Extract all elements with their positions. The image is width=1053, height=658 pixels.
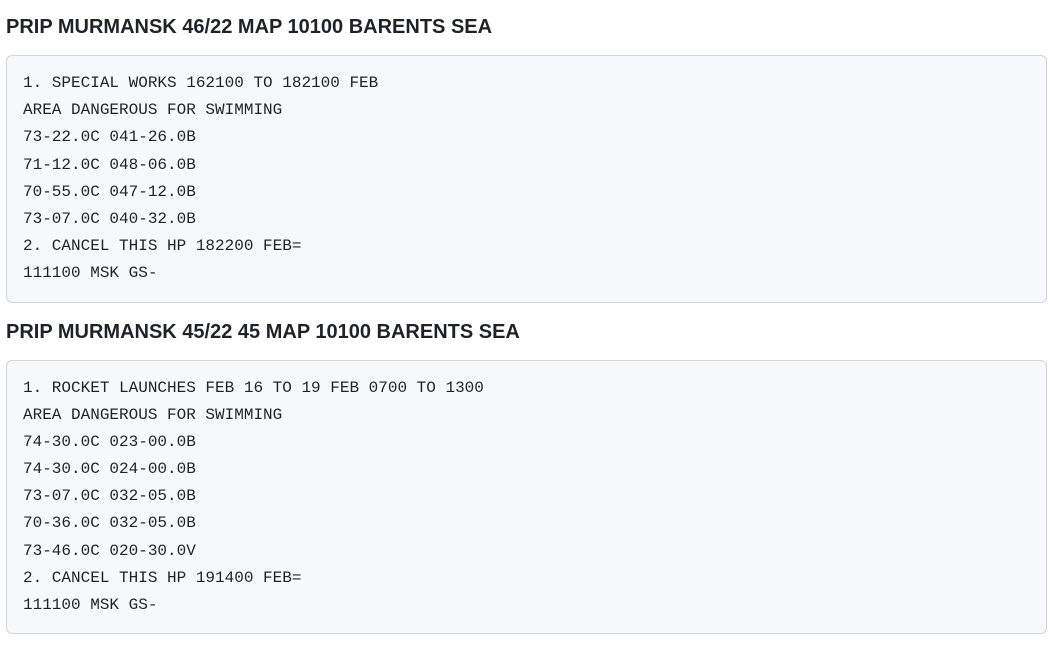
- notice-block: PRIP MURMANSK 46/22 MAP 10100 BARENTS SE…: [6, 16, 1047, 303]
- notice-body: 1. ROCKET LAUNCHES FEB 16 TO 19 FEB 0700…: [6, 360, 1047, 635]
- notice-title: PRIP MURMANSK 45/22 45 MAP 10100 BARENTS…: [6, 321, 1047, 344]
- notice-body: 1. SPECIAL WORKS 162100 TO 182100 FEB AR…: [6, 55, 1047, 303]
- notice-title: PRIP MURMANSK 46/22 MAP 10100 BARENTS SE…: [6, 16, 1047, 39]
- notice-block: PRIP MURMANSK 45/22 45 MAP 10100 BARENTS…: [6, 321, 1047, 635]
